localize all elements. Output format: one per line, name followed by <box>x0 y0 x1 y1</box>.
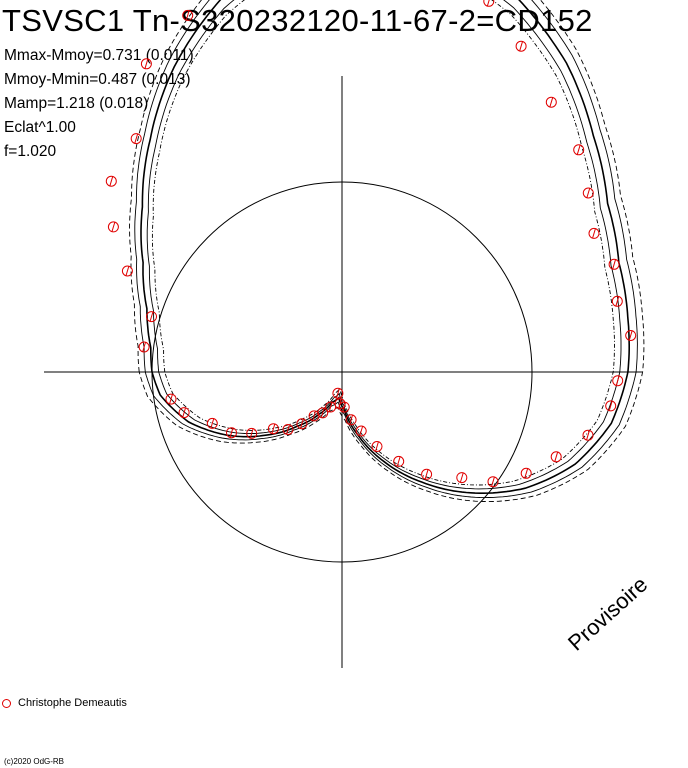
observation-point <box>520 467 532 479</box>
fitted-curves <box>129 0 645 503</box>
fit-curve-lower <box>146 0 622 490</box>
observation-point <box>282 424 294 435</box>
observation-point <box>608 258 620 270</box>
legend-label: Christophe Demeautis <box>18 697 127 709</box>
stat-f: f=1.020 <box>4 143 57 160</box>
chart-title: TSVSC1 Tn-S320232120-11-67-2=CD152 <box>2 3 593 38</box>
observation-point <box>296 418 308 430</box>
stats-block: Mmax-Mmoy=0.731 (0.011) Mmoy-Mmin=0.487 … <box>4 44 194 164</box>
observation-point <box>140 58 152 70</box>
observation-point <box>246 427 258 439</box>
fit-curve-inner-dashed <box>151 0 615 486</box>
observation-point <box>182 9 194 21</box>
observation-point <box>545 96 557 108</box>
observation-point <box>325 401 337 413</box>
stat-eclat: Eclat^1.00 <box>4 119 76 136</box>
observation-point <box>267 423 279 435</box>
observation-point <box>605 400 617 412</box>
observation-point <box>612 375 624 387</box>
observation-point <box>483 0 495 7</box>
observation-point <box>130 133 142 145</box>
credit-text: (c)2020 OdG-RB <box>4 757 65 766</box>
observation-point <box>393 455 405 467</box>
observation-point <box>371 441 383 452</box>
observation-point <box>165 393 177 405</box>
observation-point <box>588 227 600 239</box>
observation-point <box>178 407 190 419</box>
observation-point <box>146 311 157 323</box>
observation-point <box>105 175 117 187</box>
observation-point <box>308 410 320 422</box>
observation-point <box>625 330 637 341</box>
observation-point <box>611 295 623 307</box>
observation-point <box>226 427 237 439</box>
observation-point <box>355 425 367 437</box>
legend-marker-icon <box>2 698 11 708</box>
observation-point <box>456 472 468 484</box>
observation-point <box>582 187 594 199</box>
observation-point <box>107 221 119 233</box>
observation-point <box>421 468 433 480</box>
observation-point <box>138 341 150 353</box>
observation-point <box>345 414 357 426</box>
fit-curve-mean <box>140 0 630 494</box>
legend: Christophe Demeautis <box>2 697 127 709</box>
observation-point <box>121 265 133 277</box>
observation-point <box>206 417 218 429</box>
observation-point <box>573 144 585 156</box>
stat-mmax-mmoy: Mmax-Mmoy=0.731 (0.011) <box>4 47 194 64</box>
stat-mamp: Mamp=1.218 (0.018) <box>4 95 149 112</box>
fit-curve-upper <box>134 0 638 499</box>
stat-mmoy-mmin: Mmoy-Mmin=0.487 (0.013) <box>4 71 191 88</box>
observation-point <box>582 429 594 441</box>
observation-point <box>487 476 499 488</box>
observation-points <box>105 0 637 488</box>
fit-curve-outer-dashed <box>129 0 645 503</box>
observation-point <box>515 40 527 52</box>
observation-point <box>332 387 344 399</box>
observation-point <box>550 451 562 463</box>
